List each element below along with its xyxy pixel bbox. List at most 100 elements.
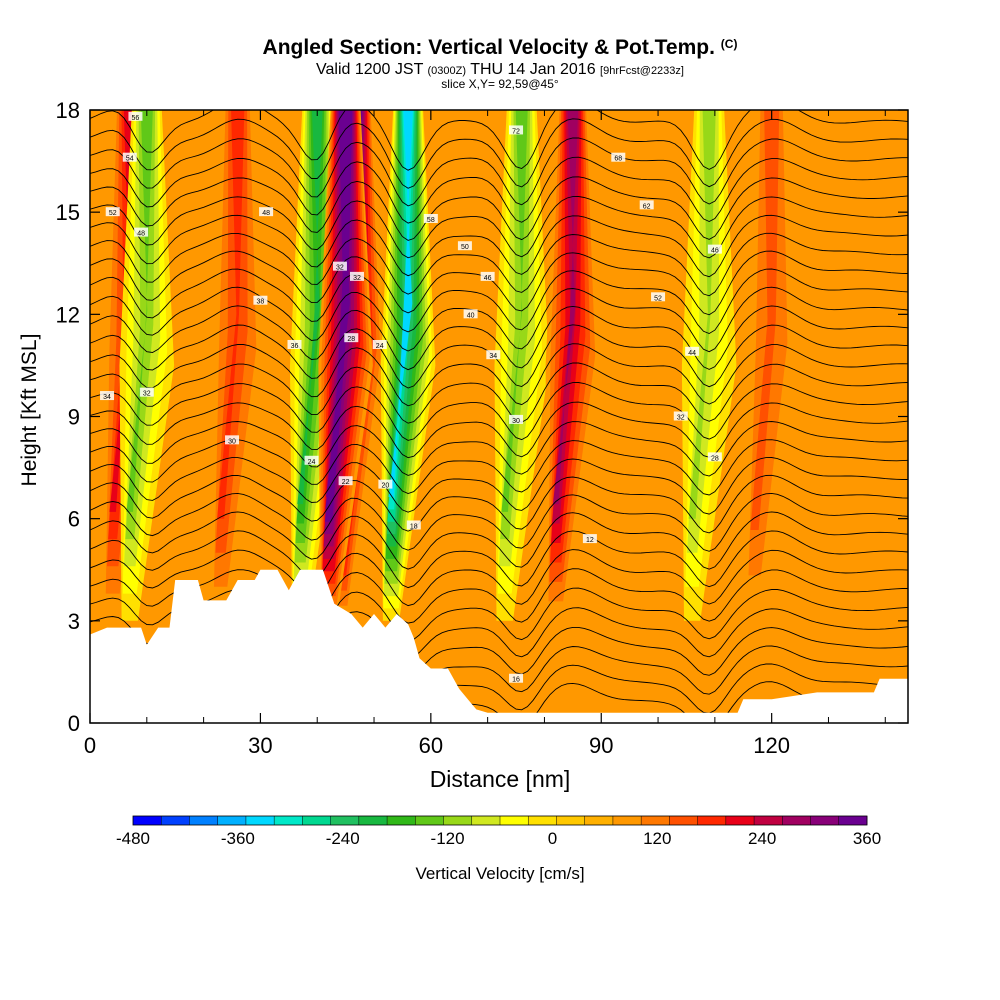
colorbar-swatch <box>669 816 699 825</box>
colorbar-swatch <box>612 816 642 825</box>
y-axis-label: Height [Kft MSL] <box>18 333 41 487</box>
colorbar-swatch <box>725 816 755 825</box>
colorbar-swatch <box>782 816 811 825</box>
terrain-mask <box>90 569 908 723</box>
theta-label: 46 <box>711 248 719 255</box>
velocity-band <box>297 110 323 505</box>
theta-contour <box>90 421 908 477</box>
theta-contour <box>90 214 908 278</box>
theta-label: 48 <box>262 210 270 217</box>
colorbar-tick-label: 0 <box>548 829 557 848</box>
theta-label-bg <box>685 346 700 356</box>
theta-label: 28 <box>711 455 719 462</box>
theta-label: 46 <box>484 275 492 282</box>
theta-label: 30 <box>228 438 236 445</box>
theta-label-bg <box>707 244 722 254</box>
theta-label: 22 <box>342 479 350 486</box>
theta-contours <box>90 110 908 723</box>
x-tick-label: 0 <box>84 733 96 758</box>
theta-label-bg <box>673 411 688 421</box>
theta-label-bg <box>707 452 722 462</box>
theta-contour <box>90 530 908 589</box>
theta-label: 20 <box>381 483 389 490</box>
theta-label-bg <box>372 339 387 349</box>
colorbar-tick-label: 360 <box>853 829 881 848</box>
colorbar-swatch <box>528 816 557 825</box>
theta-contour <box>90 492 908 552</box>
subtitle-forecast: [9hrFcst@2233z] <box>600 65 684 77</box>
theta-label: 32 <box>677 415 685 422</box>
theta-label-bg <box>378 479 393 489</box>
colorbar-tick-label: 240 <box>748 829 776 848</box>
x-tick-label: 60 <box>419 733 443 758</box>
subtitle-date: THU 14 Jan 2016 <box>470 61 596 78</box>
theta-label-bg <box>509 125 524 135</box>
y-tick-label: 3 <box>68 609 80 634</box>
theta-label: 24 <box>308 459 316 466</box>
y-tick-label: 15 <box>56 200 80 225</box>
colorbar-swatch <box>245 816 275 825</box>
theta-label: 58 <box>427 217 435 224</box>
subtitle-valid: Valid 1200 JST <box>316 61 424 78</box>
y-tick-label: 9 <box>68 405 80 430</box>
velocity-band <box>217 110 245 519</box>
theta-contour <box>90 511 908 570</box>
theta-label: 62 <box>643 203 651 210</box>
theta-label: 40 <box>467 312 475 319</box>
subtitle-utc: (0300Z) <box>427 65 467 77</box>
theta-label: 56 <box>132 115 140 122</box>
theta-contour <box>90 568 908 624</box>
theta-label: 52 <box>654 295 662 302</box>
theta-label-bg <box>509 673 524 683</box>
velocity-band <box>388 110 413 497</box>
theta-contour <box>90 286 908 353</box>
chart-title: Angled Section: Vertical Velocity & Pot.… <box>0 36 1000 60</box>
chart-title-text: Angled Section: Vertical Velocity & Pot.… <box>262 36 715 59</box>
colorbar-swatch <box>274 816 303 825</box>
theta-label: 32 <box>353 275 361 282</box>
theta-label-bg <box>406 520 421 530</box>
theta-label: 18 <box>410 523 418 530</box>
theta-label: 44 <box>688 350 696 357</box>
theta-label-bg <box>639 200 654 210</box>
theta-contour <box>90 250 908 316</box>
theta-contour <box>90 137 908 207</box>
theta-contour <box>90 362 908 424</box>
colorbar-swatch <box>471 816 501 825</box>
theta-contour <box>90 343 908 407</box>
theta-label-bg <box>582 534 597 544</box>
theta-contour <box>90 268 908 334</box>
chart-subtitle: Valid 1200 JST (0300Z) THU 14 Jan 2016 [… <box>0 61 1000 79</box>
theta-contour <box>90 305 908 371</box>
theta-label-bg <box>611 152 626 162</box>
colorbar-label: Vertical Velocity [cm/s] <box>415 864 585 883</box>
theta-label-bg <box>486 350 501 360</box>
theta-label: 12 <box>586 537 594 544</box>
theta-contour <box>90 474 908 534</box>
theta-label-bg <box>139 387 154 397</box>
theta-label: 32 <box>143 391 151 398</box>
theta-contour <box>90 587 908 641</box>
theta-label-bg <box>349 271 364 281</box>
colorbar-swatch <box>217 816 247 825</box>
theta-label-bg <box>332 261 347 271</box>
theta-contour <box>90 232 908 297</box>
y-tick-label: 0 <box>68 711 80 736</box>
colorbar-swatch <box>161 816 190 825</box>
theta-label-bg <box>134 227 149 237</box>
theta-label-bg <box>100 391 115 401</box>
velocity-band <box>126 110 153 512</box>
colorbar-tick-label: -240 <box>326 829 360 848</box>
velocity-band <box>688 110 716 519</box>
theta-label: 34 <box>489 353 497 360</box>
colorbar-swatch <box>556 816 586 825</box>
theta-label-bg <box>287 339 302 349</box>
colorbar-swatch <box>189 816 219 825</box>
slice-info: slice X,Y= 92,59@45° <box>441 77 559 91</box>
y-tick-label: 18 <box>56 98 80 123</box>
velocity-band <box>325 110 352 510</box>
theta-label-bg <box>480 271 495 281</box>
x-tick-label: 120 <box>753 733 790 758</box>
